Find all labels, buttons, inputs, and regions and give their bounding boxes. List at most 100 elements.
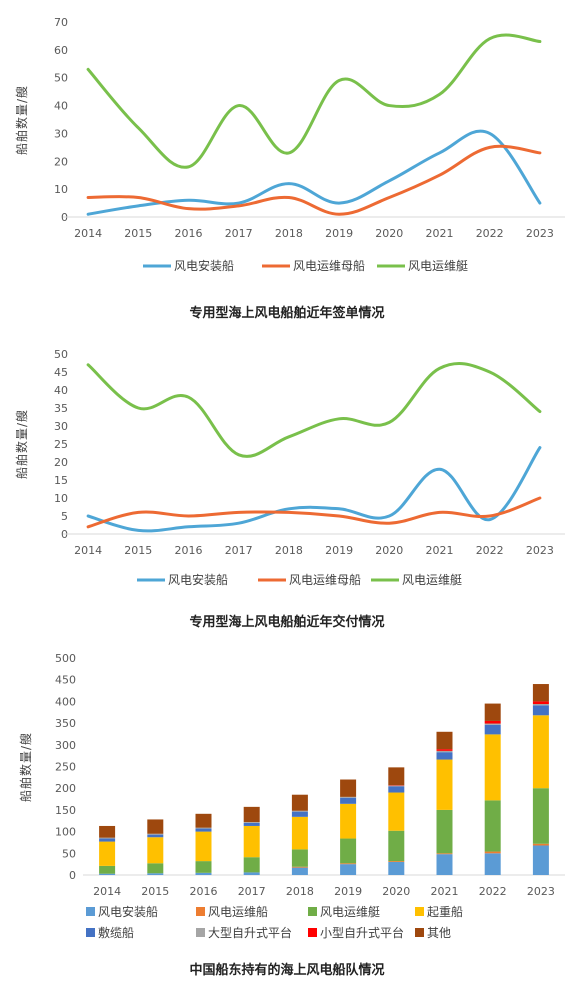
series-line-3 (86, 362, 542, 458)
bar-segment (99, 841, 116, 866)
series-line-2 (86, 144, 542, 216)
bar-segment (291, 810, 308, 812)
y-axis-label: 船舶数量/艘 (14, 409, 29, 479)
y-tick-label: 30 (54, 127, 68, 140)
bar-segment (532, 705, 549, 716)
x-tick-label: 2017 (238, 885, 266, 898)
y-tick-label: 40 (54, 100, 68, 113)
y-tick-label: 300 (55, 739, 76, 752)
bar-segment (243, 806, 260, 823)
x-tick-label: 2019 (334, 885, 362, 898)
x-tick-label: 2018 (275, 544, 303, 557)
legend-swatch (86, 907, 95, 916)
x-tick-label: 2023 (527, 885, 555, 898)
chart-title: 专用型海上风电船舶近年交付情况 (189, 614, 384, 630)
y-tick-label: 0 (69, 869, 76, 882)
legend-swatch (86, 928, 95, 937)
y-tick-label: 150 (55, 804, 76, 817)
bar-segment (436, 749, 453, 751)
x-tick-label: 2019 (325, 544, 353, 557)
legend-label: 风电运维艇 (402, 573, 462, 587)
legend-swatch (415, 928, 424, 937)
x-tick-label: 2019 (325, 227, 353, 240)
bar-segment (484, 734, 501, 801)
bar-segment (532, 684, 549, 702)
bar-segment (388, 792, 405, 831)
bar-segment (436, 731, 453, 750)
series-line-1 (86, 446, 542, 533)
y-tick-label: 15 (54, 474, 68, 487)
bar-segment (340, 779, 357, 797)
bar-segment (243, 857, 260, 873)
bar-segment (195, 861, 212, 873)
x-tick-label: 2023 (526, 544, 554, 557)
legend-swatch (196, 907, 205, 916)
y-tick-label: 450 (55, 674, 76, 687)
legend-label: 风电安装船 (98, 904, 158, 919)
y-tick-label: 200 (55, 782, 76, 795)
y-tick-label: 10 (54, 183, 68, 196)
bar-segment (195, 828, 212, 832)
x-tick-label: 2021 (431, 885, 459, 898)
y-tick-label: 20 (54, 456, 68, 469)
bar-segment (147, 833, 164, 835)
x-tick-label: 2015 (124, 544, 152, 557)
legend-swatch (196, 928, 205, 937)
y-tick-label: 20 (54, 155, 68, 168)
x-tick-label: 2020 (382, 885, 410, 898)
y-axis-label: 船舶数量/艘 (18, 732, 33, 802)
y-tick-label: 70 (54, 16, 68, 29)
bar-segment (195, 831, 212, 862)
y-tick-label: 50 (54, 348, 68, 361)
bar-segment (436, 854, 453, 875)
legend-label: 风电运维船 (208, 905, 268, 919)
bar-segment (99, 837, 116, 839)
bar-segment (340, 864, 357, 875)
legend-label: 风电安装船 (168, 572, 228, 587)
bar-segment (484, 851, 501, 854)
series-line-1 (86, 129, 542, 216)
bar-segment (436, 809, 453, 854)
bar-segment (532, 701, 549, 705)
legend-label: 风电运维艇 (408, 259, 468, 273)
bar-segment (388, 830, 405, 862)
legend-label: 其他 (427, 926, 451, 940)
bar-segment (388, 785, 405, 787)
bar-segment (147, 819, 164, 834)
bar-segment (484, 720, 501, 724)
bar-segment (340, 863, 357, 865)
bar-segment (243, 825, 260, 858)
x-tick-label: 2016 (175, 227, 203, 240)
legend-label: 风电运维母船 (293, 259, 365, 273)
bar-segment (195, 872, 212, 875)
bar-segment (436, 750, 453, 753)
y-tick-label: 25 (54, 438, 68, 451)
bar-segment (147, 873, 164, 875)
y-tick-label: 350 (55, 717, 76, 730)
bar-segment (195, 827, 212, 829)
y-tick-label: 45 (54, 366, 68, 379)
x-tick-label: 2022 (476, 544, 504, 557)
bar-segment (388, 786, 405, 793)
legend-label: 风电运维母船 (289, 573, 361, 587)
x-tick-label: 2016 (190, 885, 218, 898)
legend-label: 起重船 (427, 905, 463, 919)
x-tick-label: 2020 (375, 544, 403, 557)
x-tick-label: 2018 (275, 227, 303, 240)
legend-swatch (308, 928, 317, 937)
legend-swatch (308, 907, 317, 916)
x-tick-label: 2023 (526, 227, 554, 240)
bar-segment (484, 703, 501, 721)
y-tick-label: 40 (54, 384, 68, 397)
bar-segment (147, 863, 164, 874)
legend-label: 风电安装船 (174, 258, 234, 273)
bar-segment (388, 861, 405, 875)
x-tick-label: 2014 (93, 885, 121, 898)
bar-segment (99, 865, 116, 874)
y-tick-label: 250 (55, 761, 76, 774)
chart-title: 专用型海上风电船舶近年签单情况 (189, 305, 384, 321)
y-tick-label: 400 (55, 695, 76, 708)
bar-segment (484, 800, 501, 852)
bar-segment (340, 838, 357, 864)
y-axis-label: 船舶数量/艘 (14, 85, 29, 155)
